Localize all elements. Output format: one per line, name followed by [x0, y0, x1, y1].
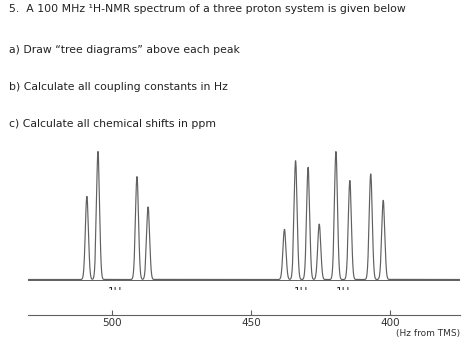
Text: 1H: 1H [294, 287, 309, 297]
Text: c) Calculate all chemical shifts in ppm: c) Calculate all chemical shifts in ppm [9, 119, 217, 129]
Text: 5.  A 100 MHz ¹H-NMR spectrum of a three proton system is given below: 5. A 100 MHz ¹H-NMR spectrum of a three … [9, 4, 406, 13]
Text: b) Calculate all coupling constants in Hz: b) Calculate all coupling constants in H… [9, 82, 228, 92]
Text: 1H: 1H [336, 287, 350, 297]
Text: (Hz from TMS): (Hz from TMS) [396, 329, 460, 338]
Text: 1H: 1H [108, 287, 122, 297]
Text: a) Draw “tree diagrams” above each peak: a) Draw “tree diagrams” above each peak [9, 45, 240, 56]
